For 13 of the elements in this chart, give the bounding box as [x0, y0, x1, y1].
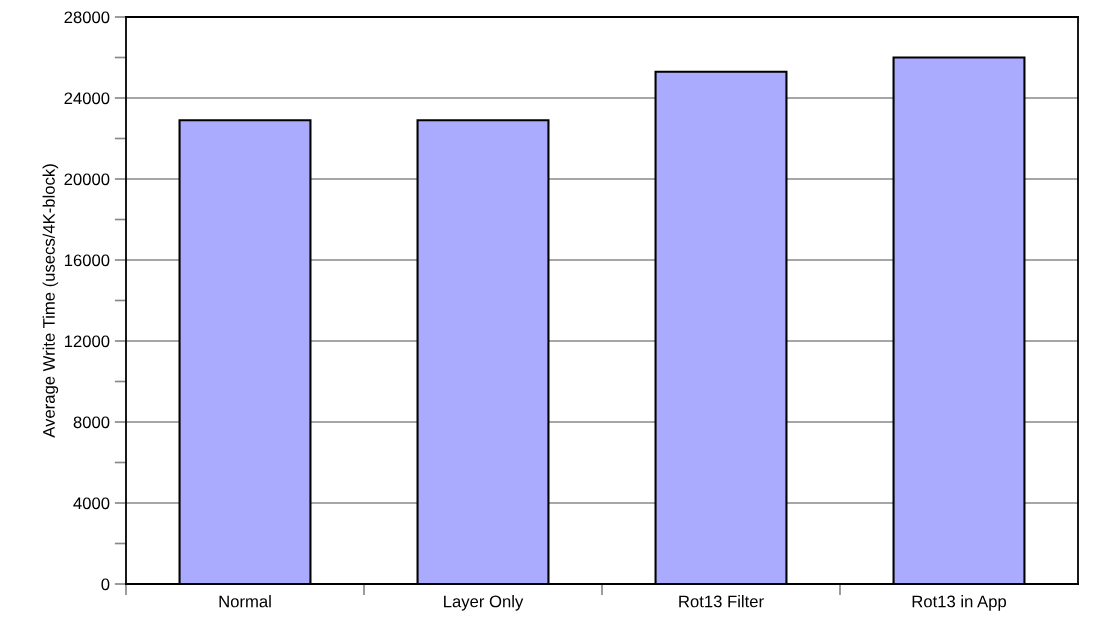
- y-axis-title: Average Write Time (usecs/4K-block): [42, 164, 59, 438]
- y-tick-label: 24000: [64, 92, 110, 105]
- x-tick-label: Layer Only: [444, 595, 524, 611]
- y-tick-label: 12000: [64, 335, 110, 348]
- x-tick-label: Normal: [219, 595, 271, 608]
- y-tick-label: 8000: [73, 416, 110, 429]
- y-tick-label: 28000: [64, 11, 110, 24]
- x-tick-label: Rot13 in App: [912, 595, 1007, 611]
- y-tick-label: 0: [101, 578, 110, 591]
- y-tick-label: 4000: [73, 497, 110, 510]
- y-tick-label: 20000: [64, 173, 110, 186]
- x-tick-label: Rot13 Filter: [679, 595, 764, 608]
- y-tick-label: 16000: [64, 254, 110, 267]
